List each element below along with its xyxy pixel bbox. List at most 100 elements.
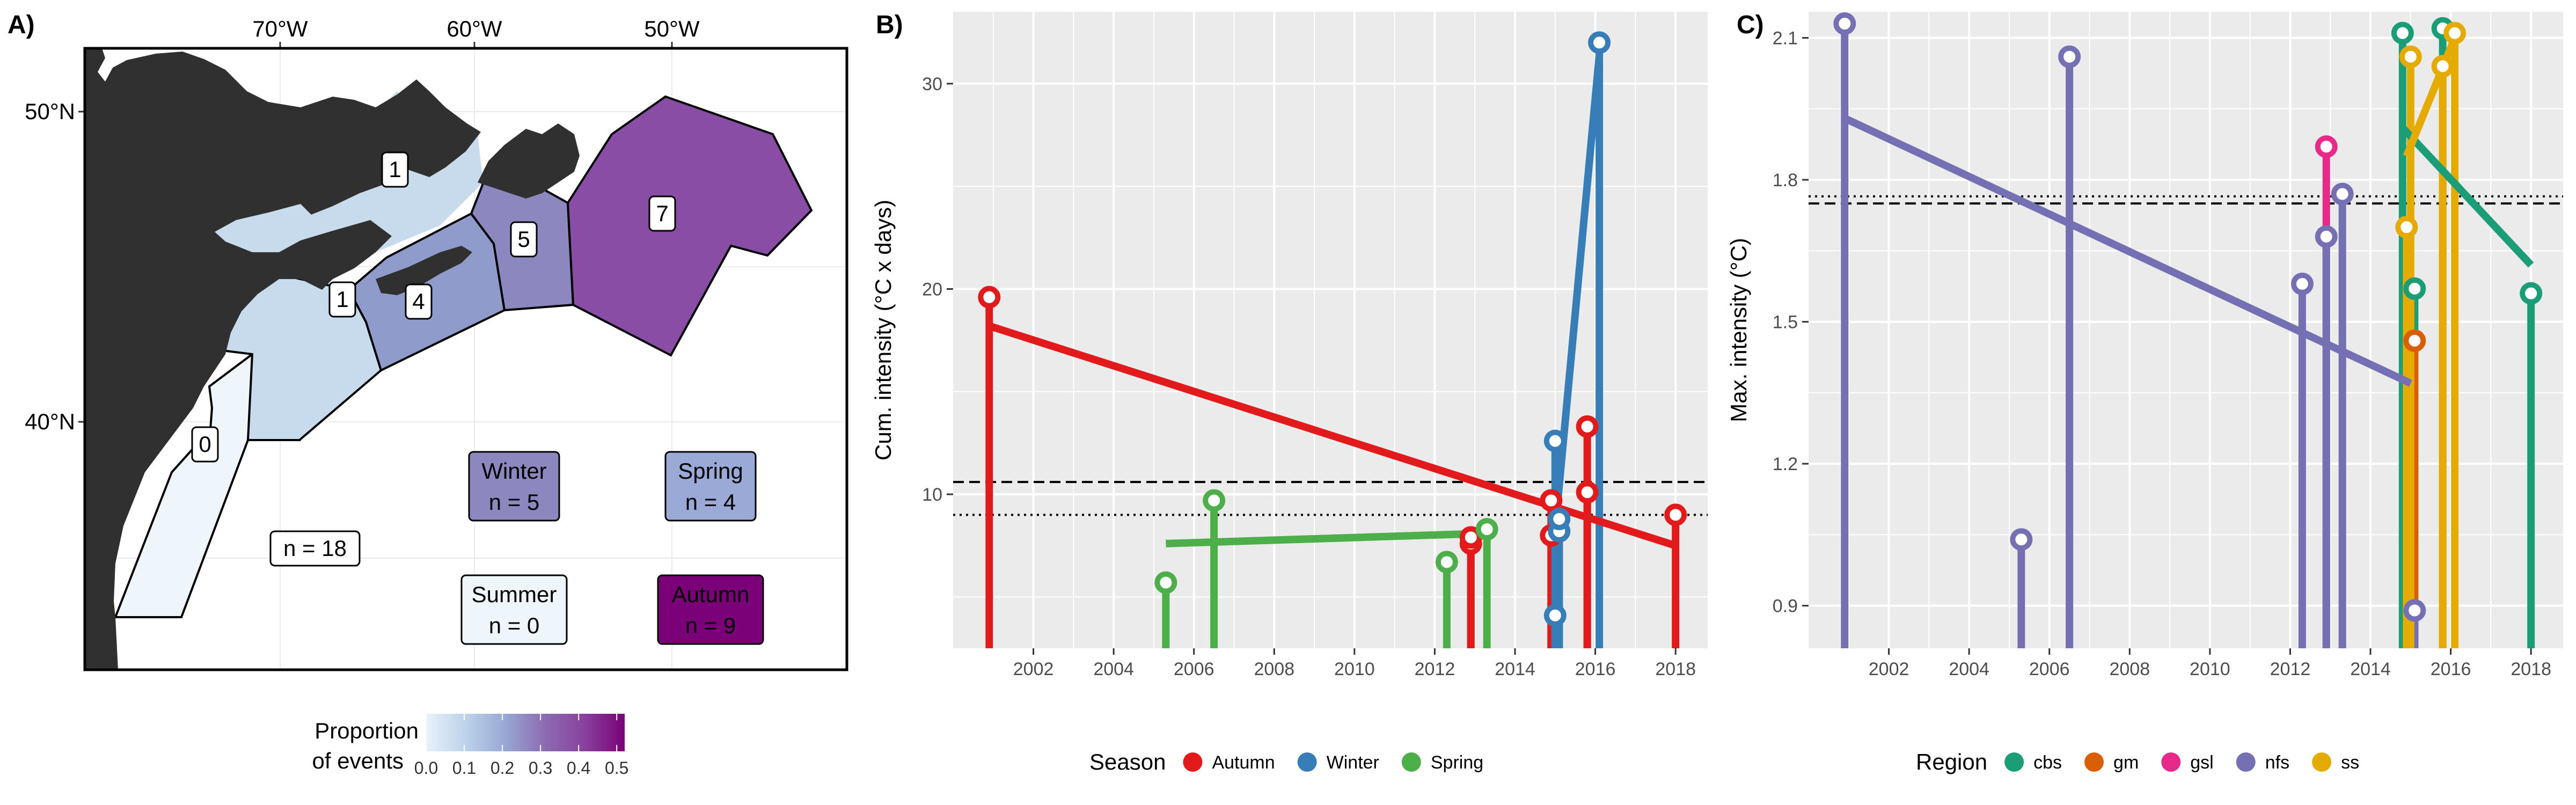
panel-b-label: B) (876, 11, 903, 39)
season-name: Winter (481, 458, 546, 484)
point-ss (2395, 216, 2418, 239)
legend-key-ss (2312, 752, 2332, 772)
legend-label: cbs (2033, 752, 2062, 773)
point-autumn (1540, 489, 1563, 512)
season-name: Summer (472, 582, 557, 607)
point-autumn (1576, 481, 1599, 504)
legend-tick-label: 0.5 (605, 758, 628, 778)
y-tick-label: 0.9 (1773, 596, 1798, 617)
x-tick-label: 2010 (2190, 659, 2230, 679)
plot-b-data (978, 31, 1687, 648)
plot-b-axes: 2002 2004 2006 2008 2010 2012 2014 2016 2018 10 20… (922, 74, 1696, 679)
plot-b-reference-lines (953, 481, 1708, 516)
point-winter (1548, 507, 1571, 530)
point-winter (1543, 429, 1567, 452)
point-nfs (2331, 182, 2354, 206)
plot-c-background (1809, 12, 2563, 648)
season-box-spring: Spring n = 4 (664, 451, 757, 522)
lon-tick-label: 70°W (252, 16, 308, 41)
lon-tick-label: 50°W (644, 16, 700, 41)
legend-key-nfs (2236, 752, 2256, 772)
point-winter (1588, 31, 1611, 54)
region-count-label: 1 (389, 157, 401, 182)
x-tick-label: 2008 (2109, 659, 2150, 679)
map-land (85, 48, 481, 670)
season-box-winter: Winter n = 5 (468, 451, 560, 522)
legend-label: Autumn (1212, 752, 1275, 773)
season-box-autumn: Autumn n = 9 (657, 574, 764, 645)
point-spring (1435, 551, 1458, 574)
legend-label: Spring (1431, 752, 1483, 773)
legend-tick-label: 0.0 (414, 758, 438, 778)
y-tick-label: 1.2 (1773, 454, 1798, 474)
season-name: Autumn (672, 582, 750, 607)
newfoundland-land (478, 123, 580, 199)
trend-line-nfs (1843, 115, 2412, 387)
region-count-label: 5 (517, 226, 530, 252)
legend-key-spring (1401, 752, 1421, 772)
lon-tick-label: 60°W (447, 16, 502, 41)
season-count: n = 4 (685, 489, 736, 515)
x-tick-label: 2012 (1415, 659, 1455, 679)
x-tick-label: 2004 (1093, 659, 1134, 679)
legend-label: Winter (1327, 752, 1379, 773)
legend-title-line2: of events (312, 748, 404, 773)
region-count-label: 1 (336, 287, 348, 312)
y-tick-label: 1.8 (1773, 170, 1798, 191)
y-axis-label-c: Max. intensity (°C) (1726, 238, 1751, 422)
point-nfs (2058, 45, 2081, 68)
region-labels: 0 1 1 4 5 7 (191, 151, 676, 463)
panel-a-label: A) (8, 11, 35, 39)
y-tick-label: 2.1 (1773, 28, 1798, 48)
x-tick-label: 2018 (2511, 659, 2551, 679)
legend-label: gsl (2190, 752, 2213, 773)
x-tick-label: 2002 (1869, 659, 1909, 679)
legend-title: Region (1916, 749, 1987, 774)
legend-key-gm (2084, 752, 2104, 772)
legend-key-cbs (2004, 752, 2024, 772)
legend-title: Season (1089, 749, 1166, 774)
legend-label: ss (2341, 752, 2359, 773)
total-count-label: n = 18 (283, 536, 347, 561)
point-autumn (978, 286, 1001, 309)
x-tick-label: 2018 (1655, 659, 1696, 679)
legend-tick-label: 0.2 (491, 758, 514, 778)
point-winter (1543, 604, 1567, 627)
region-legend: Region cbs gm gsl nfs ss (1916, 749, 2359, 774)
point-cbs (2520, 282, 2543, 305)
y-tick-label: 20 (922, 279, 942, 299)
trend-line-winter (1551, 54, 1604, 530)
panel-b: B) 2002 2004 2006 2008 2010 2012 2014 2016 2018 1… (870, 11, 1708, 774)
point-spring (1154, 571, 1177, 594)
point-nfs (1833, 12, 1856, 35)
y-tick-label: 30 (922, 74, 942, 94)
x-tick-label: 2004 (1949, 659, 1989, 679)
point-nfs (2010, 528, 2033, 551)
proportion-legend: Proportion of events 0.0 0.1 0.2 0.3 0.4 0.5 (312, 714, 628, 778)
panel-c: C) 2002 2004 2006 2008 2010 2012 2014 2016 2018 0… (1726, 11, 2563, 774)
season-name: Spring (678, 458, 743, 484)
region-count-label: 0 (199, 431, 211, 457)
point-spring (1475, 518, 1498, 541)
season-count: n = 0 (489, 613, 540, 638)
y-axis-label-b: Cum. intensity (°C x days) (870, 200, 896, 460)
point-spring (1203, 489, 1226, 512)
plot-c-axes: 2002 2004 2006 2008 2010 2012 2014 2016 2018 0.9 1… (1773, 28, 2551, 679)
region-count-label: 7 (656, 201, 668, 226)
x-tick-label: 2016 (1575, 659, 1616, 679)
legend-tick-label: 0.4 (567, 758, 590, 778)
point-gsl (2315, 135, 2338, 158)
nova-scotia-land (376, 246, 472, 295)
plot-b-background (953, 12, 1708, 648)
lat-tick-label: 50°N (25, 99, 75, 124)
map-panel: A) 70°W 60°W 50°W 50°N 40°N (8, 11, 848, 778)
point-cbs (2391, 21, 2414, 45)
x-tick-label: 2002 (1013, 659, 1054, 679)
map-frame (83, 47, 848, 671)
x-tick-label: 2014 (2350, 659, 2391, 679)
season-count: n = 9 (685, 613, 736, 638)
x-tick-label: 2012 (2270, 659, 2311, 679)
point-cbs (2403, 277, 2426, 300)
x-tick-label: 2014 (1495, 659, 1535, 679)
panel-c-label: C) (1737, 11, 1764, 39)
